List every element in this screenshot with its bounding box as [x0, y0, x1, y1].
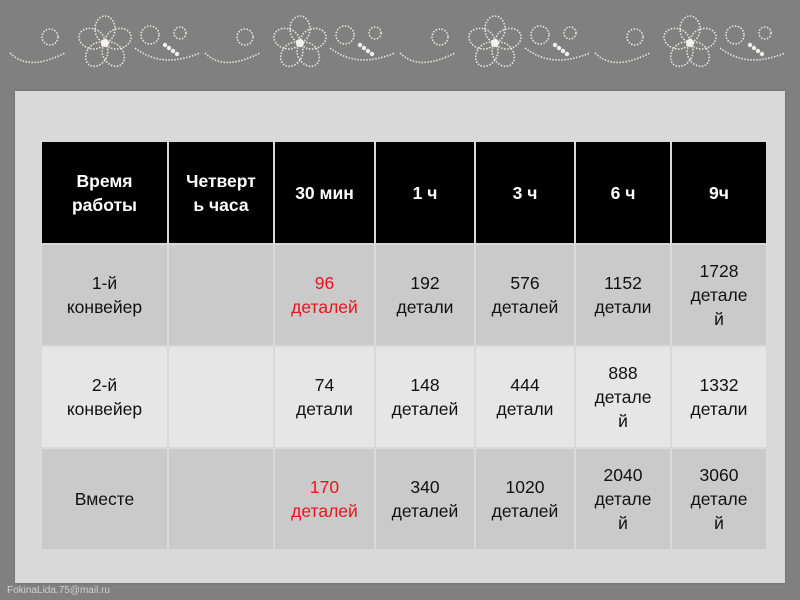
table-cell: 192 детали: [374, 243, 476, 347]
table-cell: 3060 детале й: [670, 447, 768, 551]
table-cell: 1152 детали: [574, 243, 672, 347]
header-row: Время работы Четверт ь часа 30 мин 1 ч 3…: [40, 140, 768, 245]
table-row: Вместе 170 деталей 340 деталей 1020 деталей…: [40, 447, 768, 551]
header-cell: Четверт ь часа: [167, 140, 275, 245]
header-cell: 1 ч: [374, 140, 476, 245]
author-email: FokinaLida.75@mail.ru: [7, 585, 110, 596]
table-cell: 1332 детали: [670, 345, 768, 449]
header-cell: 3 ч: [474, 140, 576, 245]
table-cell: [167, 345, 275, 449]
row-label-cell: Вместе: [40, 447, 169, 551]
table-cell: [167, 447, 275, 551]
table-cell: 340 деталей: [374, 447, 476, 551]
production-table: Время работы Четверт ь часа 30 мин 1 ч 3…: [40, 140, 768, 551]
table-cell: [167, 243, 275, 347]
table-cell: 74 детали: [273, 345, 376, 449]
header-cell: 6 ч: [574, 140, 672, 245]
table-cell: 1728 детале й: [670, 243, 768, 347]
table-cell: 1020 деталей: [474, 447, 576, 551]
row-label-cell: 2-й конвейер: [40, 345, 169, 449]
table-cell: 96 деталей: [273, 243, 376, 347]
table-row: 1-й конвейер 96 деталей 192 детали 576 дета…: [40, 243, 768, 347]
table-cell: 148 деталей: [374, 345, 476, 449]
table-row: 2-й конвейер 74 детали 148 деталей 444 дета…: [40, 345, 768, 449]
header-cell: 9ч: [670, 140, 768, 245]
table-cell: 170 деталей: [273, 447, 376, 551]
header-cell: Время работы: [40, 140, 169, 245]
table-cell: 444 детали: [474, 345, 576, 449]
table-cell: 888 детале й: [574, 345, 672, 449]
header-cell: 30 мин: [273, 140, 376, 245]
pearl-floral-ornament: [9, 15, 786, 68]
table-cell: 2040 детале й: [574, 447, 672, 551]
row-label-cell: 1-й конвейер: [40, 243, 169, 347]
table-cell: 576 деталей: [474, 243, 576, 347]
